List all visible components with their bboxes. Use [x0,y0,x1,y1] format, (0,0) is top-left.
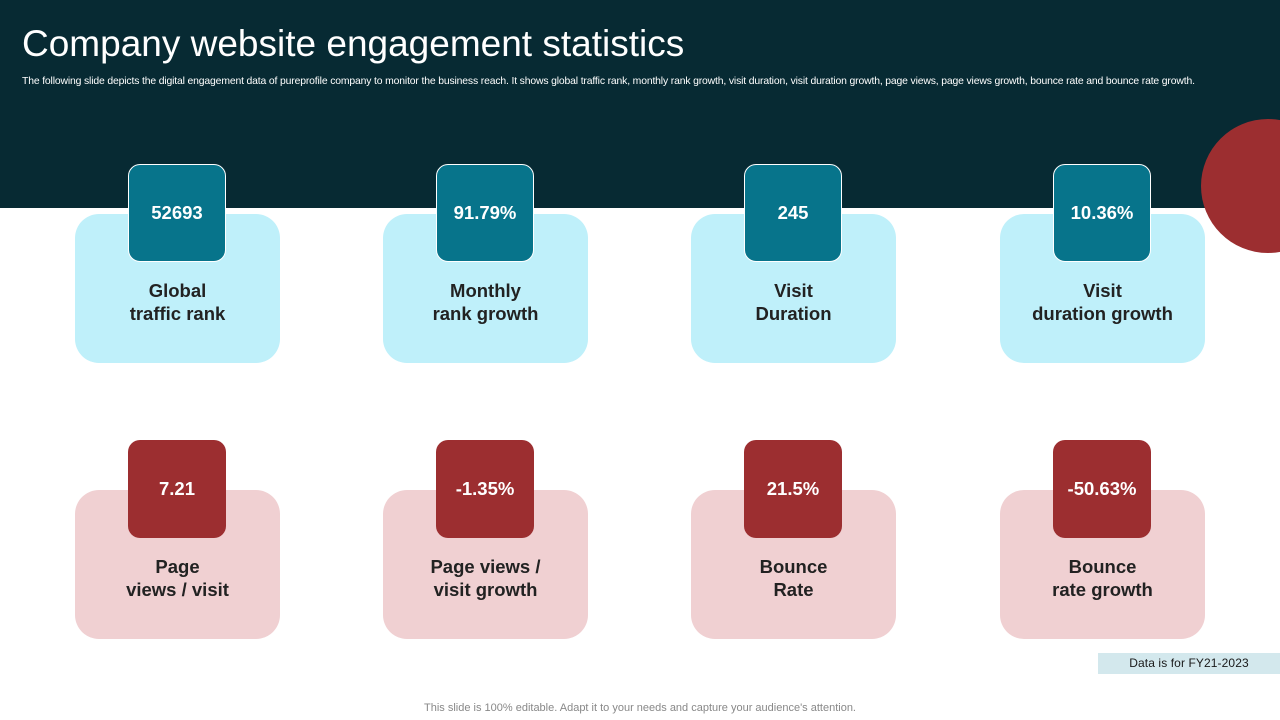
metric-label-line: visit growth [433,579,538,600]
footer-note: This slide is 100% editable. Adapt it to… [424,702,856,714]
metric-label-line: Bounce [759,556,828,577]
metric-card-global-traffic-rank: 52693 Global traffic rank [75,164,280,363]
metric-label-line: duration growth [1032,303,1173,324]
metric-value-badge: 52693 [128,164,226,262]
metric-value-badge: 7.21 [128,440,226,538]
metric-value-badge: 10.36% [1053,164,1151,262]
metric-label-line: Monthly [450,280,521,301]
metric-card-bounce-rate: 21.5% Bounce Rate [691,440,896,639]
metric-label-line: Visit [774,280,813,301]
metric-label: Global traffic rank [75,279,280,325]
metric-label-line: rate growth [1052,579,1153,600]
metric-label-line: Page [155,556,200,577]
metric-label: Monthly rank growth [383,279,588,325]
metric-label-line: Duration [755,303,832,324]
metric-label-line: Rate [773,579,814,600]
metric-card-page-views-per-visit: 7.21 Page views / visit [75,440,280,639]
metric-card-monthly-rank-growth: 91.79% Monthly rank growth [383,164,588,363]
metric-label-line: rank growth [432,303,539,324]
metric-card-visit-duration-growth: 10.36% Visit duration growth [1000,164,1205,363]
metric-label: Bounce rate growth [1000,555,1205,601]
metric-card-visit-duration: 245 Visit Duration [691,164,896,363]
metric-label-line: views / visit [126,579,229,600]
metric-label-line: Global [148,280,207,301]
metric-value-badge: 245 [744,164,842,262]
metric-label-line: Bounce [1068,556,1137,577]
metric-label: Page views / visit [75,555,280,601]
metric-label: Visit Duration [691,279,896,325]
metric-label: Page views / visit growth [383,555,588,601]
slide-subtitle: The following slide depicts the digital … [22,76,1195,87]
metric-value-badge: 91.79% [436,164,534,262]
metric-label-line: Page views / [430,556,541,577]
metric-value-badge: 21.5% [744,440,842,538]
metric-label: Visit duration growth [1000,279,1205,325]
metric-label-line: Visit [1083,280,1122,301]
metric-value-badge: -50.63% [1053,440,1151,538]
metric-card-page-views-visit-growth: -1.35% Page views / visit growth [383,440,588,639]
metric-value-badge: -1.35% [436,440,534,538]
slide-title: Company website engagement statistics [22,23,685,64]
metric-card-bounce-rate-growth: -50.63% Bounce rate growth [1000,440,1205,639]
data-period-note: Data is for FY21-2023 [1098,653,1280,674]
metric-label: Bounce Rate [691,555,896,601]
metric-label-line: traffic rank [129,303,226,324]
